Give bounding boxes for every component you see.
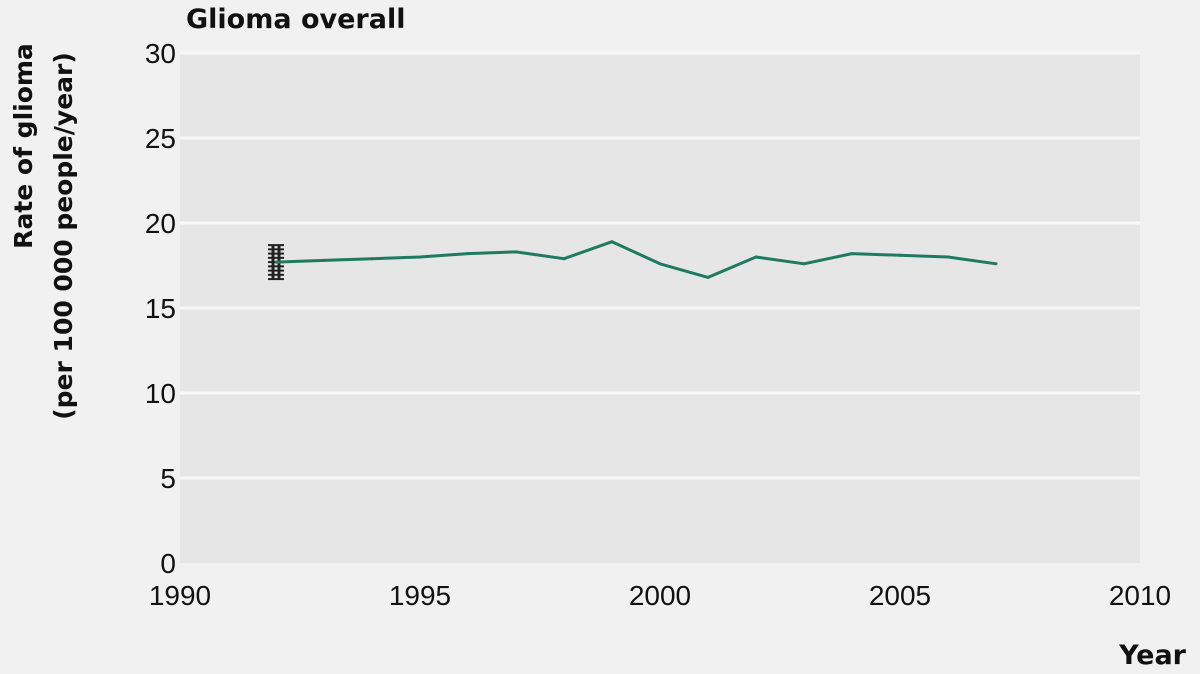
data-point [610, 240, 614, 244]
y-tick-labels: 0 5 10 15 20 25 30 [145, 38, 176, 579]
y-tick-label: 0 [160, 548, 176, 579]
y-tick-label: 10 [145, 378, 176, 409]
chart-title: Glioma overall [186, 4, 405, 35]
y-tick-label: 25 [145, 123, 176, 154]
y-tick-label: 5 [160, 463, 176, 494]
data-point [706, 275, 710, 279]
x-tick-label: 1995 [389, 580, 451, 611]
data-point [418, 255, 422, 259]
data-point [322, 258, 326, 262]
data-point [898, 253, 902, 257]
y-tick-label: 30 [145, 38, 176, 69]
series-line [275, 240, 997, 279]
data-point [850, 252, 854, 256]
x-tick-label: 2005 [869, 580, 931, 611]
y-axis-title-line1: Rate of glioma [9, 43, 38, 249]
data-point [562, 257, 566, 261]
data-point [274, 260, 278, 264]
data-point [754, 255, 758, 259]
data-point [994, 262, 998, 266]
x-axis-title: Year [1118, 640, 1187, 671]
y-tick-label: 20 [145, 208, 176, 239]
x-tick-label: 2000 [629, 580, 691, 611]
x-tick-labels: 1990 1995 2000 2005 2010 [149, 580, 1171, 611]
gridlines [180, 51, 1140, 480]
data-point [946, 255, 950, 259]
data-point [370, 257, 374, 261]
data-point [802, 262, 806, 266]
data-point [466, 252, 470, 256]
x-tick-label: 2010 [1109, 580, 1171, 611]
error-bar [268, 244, 284, 281]
y-axis-title-line2: (per 100 000 people/year) [49, 52, 78, 420]
data-point [514, 250, 518, 254]
y-tick-label: 15 [145, 293, 176, 324]
x-tick-label: 1990 [149, 580, 211, 611]
data-point [658, 262, 662, 266]
